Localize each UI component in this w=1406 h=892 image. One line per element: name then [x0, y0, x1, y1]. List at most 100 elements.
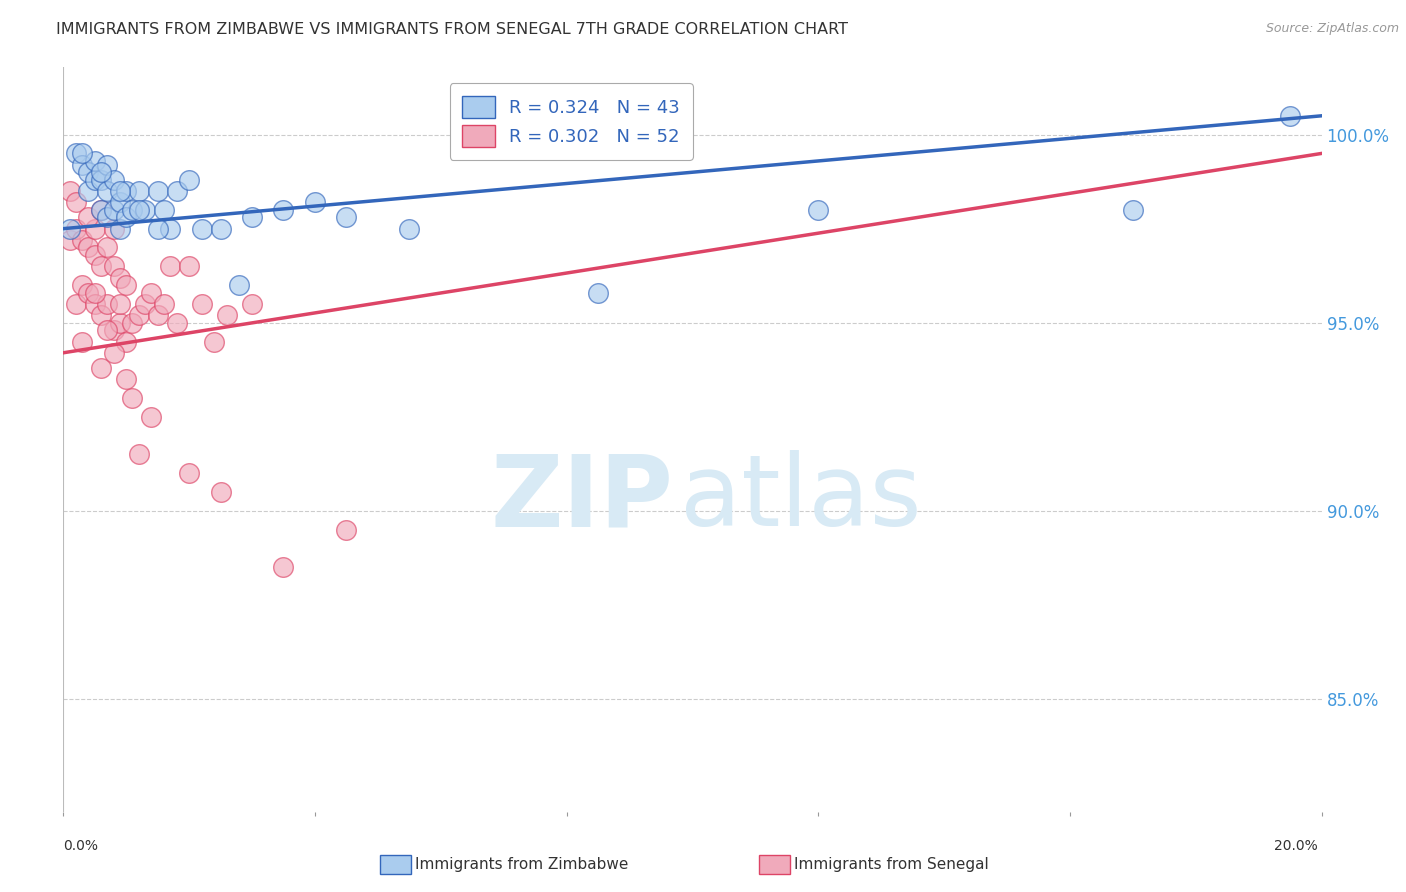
- Point: [179, 466, 201, 480]
- Point: [96, 323, 118, 337]
- Point: [240, 297, 263, 311]
- Point: [58, 184, 80, 198]
- Point: [70, 334, 93, 349]
- Point: [96, 158, 118, 172]
- Point: [83, 173, 105, 187]
- Point: [83, 221, 105, 235]
- Point: [115, 334, 138, 349]
- Point: [134, 202, 156, 217]
- Point: [65, 146, 87, 161]
- Point: [108, 221, 131, 235]
- Point: [134, 297, 156, 311]
- Point: [65, 195, 87, 210]
- Point: [304, 195, 326, 210]
- Point: [90, 260, 112, 274]
- Point: [159, 260, 181, 274]
- Legend: R = 0.324   N = 43, R = 0.302   N = 52: R = 0.324 N = 43, R = 0.302 N = 52: [450, 83, 693, 160]
- Point: [58, 221, 80, 235]
- Point: [121, 202, 143, 217]
- Point: [83, 248, 105, 262]
- Point: [153, 202, 176, 217]
- Point: [128, 308, 150, 322]
- Point: [115, 184, 138, 198]
- Point: [179, 173, 201, 187]
- Point: [209, 221, 232, 235]
- Point: [108, 297, 131, 311]
- Point: [398, 221, 420, 235]
- Point: [103, 221, 125, 235]
- Point: [166, 316, 188, 330]
- Point: [273, 560, 295, 574]
- Point: [228, 278, 250, 293]
- Point: [209, 485, 232, 500]
- Point: [586, 285, 609, 300]
- Point: [58, 233, 80, 247]
- Point: [128, 202, 150, 217]
- Point: [159, 221, 181, 235]
- Point: [103, 260, 125, 274]
- Point: [83, 153, 105, 168]
- Point: [115, 278, 138, 293]
- Text: 20.0%: 20.0%: [1274, 838, 1317, 853]
- Point: [273, 202, 295, 217]
- Point: [179, 260, 201, 274]
- Point: [77, 211, 100, 225]
- Point: [108, 270, 131, 285]
- Text: atlas: atlas: [681, 450, 921, 548]
- Point: [240, 211, 263, 225]
- Point: [90, 173, 112, 187]
- Point: [202, 334, 225, 349]
- Point: [90, 165, 112, 179]
- Point: [128, 184, 150, 198]
- Point: [90, 308, 112, 322]
- Point: [146, 221, 169, 235]
- Point: [108, 195, 131, 210]
- Text: ZIP: ZIP: [491, 450, 673, 548]
- Point: [215, 308, 238, 322]
- Point: [807, 202, 830, 217]
- Text: Immigrants from Zimbabwe: Immigrants from Zimbabwe: [415, 857, 628, 871]
- Point: [335, 523, 357, 537]
- Text: Immigrants from Senegal: Immigrants from Senegal: [794, 857, 990, 871]
- Point: [121, 391, 143, 405]
- Text: IMMIGRANTS FROM ZIMBABWE VS IMMIGRANTS FROM SENEGAL 7TH GRADE CORRELATION CHART: IMMIGRANTS FROM ZIMBABWE VS IMMIGRANTS F…: [56, 22, 848, 37]
- Point: [141, 409, 163, 424]
- Point: [190, 221, 212, 235]
- Point: [77, 184, 100, 198]
- Point: [96, 297, 118, 311]
- Point: [1279, 109, 1302, 123]
- Point: [77, 240, 100, 254]
- Point: [103, 173, 125, 187]
- Point: [108, 184, 131, 198]
- Point: [115, 372, 138, 386]
- Point: [96, 184, 118, 198]
- Point: [70, 158, 93, 172]
- Point: [108, 316, 131, 330]
- Point: [65, 297, 87, 311]
- Point: [103, 202, 125, 217]
- Point: [335, 211, 357, 225]
- Point: [146, 184, 169, 198]
- Point: [77, 285, 100, 300]
- Point: [90, 360, 112, 375]
- Point: [90, 202, 112, 217]
- Point: [153, 297, 176, 311]
- Point: [90, 202, 112, 217]
- Point: [115, 211, 138, 225]
- Point: [146, 308, 169, 322]
- Point: [96, 211, 118, 225]
- Point: [190, 297, 212, 311]
- Point: [103, 323, 125, 337]
- Point: [166, 184, 188, 198]
- Point: [141, 285, 163, 300]
- Point: [70, 278, 93, 293]
- Point: [65, 221, 87, 235]
- Text: Source: ZipAtlas.com: Source: ZipAtlas.com: [1265, 22, 1399, 36]
- Text: 0.0%: 0.0%: [63, 838, 98, 853]
- Point: [70, 233, 93, 247]
- Point: [1122, 202, 1144, 217]
- Point: [128, 447, 150, 461]
- Point: [121, 316, 143, 330]
- Point: [70, 146, 93, 161]
- Point: [96, 240, 118, 254]
